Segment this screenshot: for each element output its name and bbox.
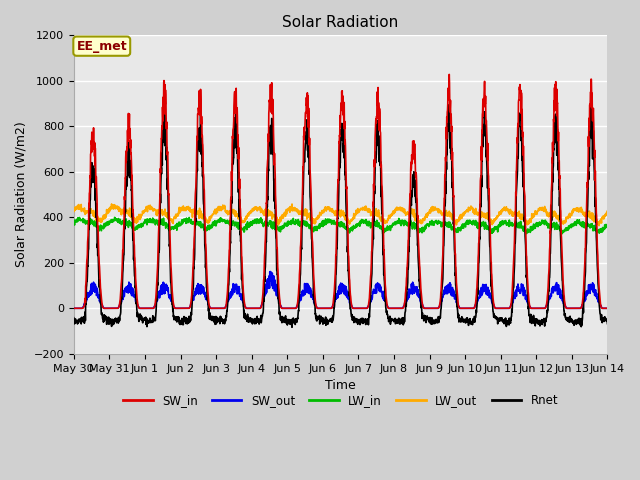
Rnet bbox=[368, 274, 376, 279]
Rnet bbox=[288, 324, 296, 330]
X-axis label: Time: Time bbox=[325, 379, 356, 392]
SW_in bbox=[572, 305, 579, 311]
SW_out bbox=[266, 269, 274, 275]
Rnet bbox=[70, 315, 77, 321]
LW_in bbox=[368, 223, 376, 229]
SW_out bbox=[356, 305, 364, 311]
LW_out bbox=[108, 201, 115, 207]
SW_in bbox=[219, 305, 227, 311]
LW_in bbox=[70, 216, 77, 222]
SW_in bbox=[496, 305, 504, 311]
Rnet bbox=[219, 317, 227, 323]
Text: EE_met: EE_met bbox=[76, 40, 127, 53]
Line: SW_out: SW_out bbox=[74, 272, 607, 308]
SW_out bbox=[368, 293, 376, 299]
SW_in bbox=[356, 305, 364, 311]
SW_out bbox=[70, 305, 77, 311]
SW_out bbox=[572, 305, 579, 311]
SW_in bbox=[604, 305, 611, 311]
SW_out bbox=[219, 305, 227, 311]
LW_in bbox=[496, 224, 504, 229]
SW_out bbox=[557, 287, 564, 293]
SW_out bbox=[496, 305, 504, 311]
Line: SW_in: SW_in bbox=[74, 74, 607, 308]
LW_out bbox=[595, 223, 603, 228]
Line: LW_out: LW_out bbox=[74, 204, 607, 226]
LW_out bbox=[70, 207, 77, 213]
SW_in bbox=[367, 259, 375, 265]
LW_in bbox=[219, 217, 227, 223]
Rnet bbox=[557, 237, 564, 242]
Rnet bbox=[445, 102, 453, 108]
LW_out bbox=[496, 212, 504, 217]
LW_out bbox=[572, 207, 579, 213]
LW_in bbox=[111, 215, 118, 220]
Rnet bbox=[604, 321, 611, 326]
SW_in bbox=[557, 204, 564, 209]
Y-axis label: Solar Radiation (W/m2): Solar Radiation (W/m2) bbox=[15, 122, 28, 267]
LW_out bbox=[219, 202, 227, 208]
LW_in bbox=[356, 223, 364, 229]
Rnet bbox=[572, 318, 579, 324]
SW_in bbox=[70, 305, 77, 311]
LW_out bbox=[368, 210, 376, 216]
Line: LW_in: LW_in bbox=[74, 217, 607, 234]
LW_in bbox=[558, 231, 566, 237]
Rnet bbox=[496, 315, 504, 321]
LW_in bbox=[557, 227, 564, 232]
SW_out bbox=[604, 305, 611, 311]
LW_in bbox=[572, 219, 579, 225]
LW_in bbox=[604, 223, 611, 229]
Title: Solar Radiation: Solar Radiation bbox=[282, 15, 399, 30]
LW_out bbox=[557, 217, 564, 223]
Rnet bbox=[356, 322, 364, 327]
Line: Rnet: Rnet bbox=[74, 105, 607, 327]
LW_out bbox=[356, 207, 364, 213]
Legend: SW_in, SW_out, LW_in, LW_out, Rnet: SW_in, SW_out, LW_in, LW_out, Rnet bbox=[118, 389, 563, 411]
SW_in bbox=[445, 72, 453, 77]
LW_out bbox=[604, 208, 611, 214]
